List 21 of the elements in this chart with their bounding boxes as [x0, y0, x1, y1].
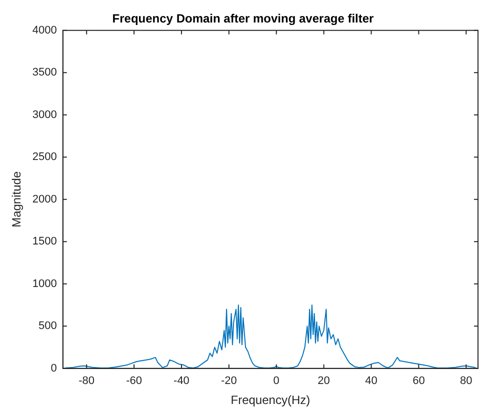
x-tick-label: -20 — [220, 375, 237, 388]
y-tick-label: 500 — [38, 320, 57, 332]
y-tick-label: 3000 — [32, 108, 57, 121]
y-axis-title: Magnitude — [10, 171, 24, 228]
y-tick-label: 1000 — [32, 278, 57, 290]
y-tick-label: 0 — [50, 362, 57, 374]
x-tick-label: -40 — [174, 375, 190, 388]
x-tick-label: 60 — [412, 375, 425, 388]
chart-title: Frequency Domain after moving average filter — [112, 12, 374, 26]
x-tick-label: 0 — [273, 375, 280, 388]
y-tick-label: 2500 — [32, 151, 57, 164]
x-tick-label: 80 — [460, 375, 472, 388]
y-tick-label: 3500 — [32, 66, 57, 79]
x-tick-label: 20 — [318, 375, 330, 388]
y-tick-label: 1500 — [32, 236, 57, 248]
x-tick-label: 40 — [365, 375, 378, 388]
y-tick-label: 2000 — [32, 193, 57, 206]
x-tick-label: -60 — [126, 375, 142, 388]
y-tick-label: 4000 — [32, 24, 57, 36]
x-tick-label: -80 — [78, 375, 95, 388]
x-axis-title: Frequency(Hz) — [230, 393, 310, 408]
